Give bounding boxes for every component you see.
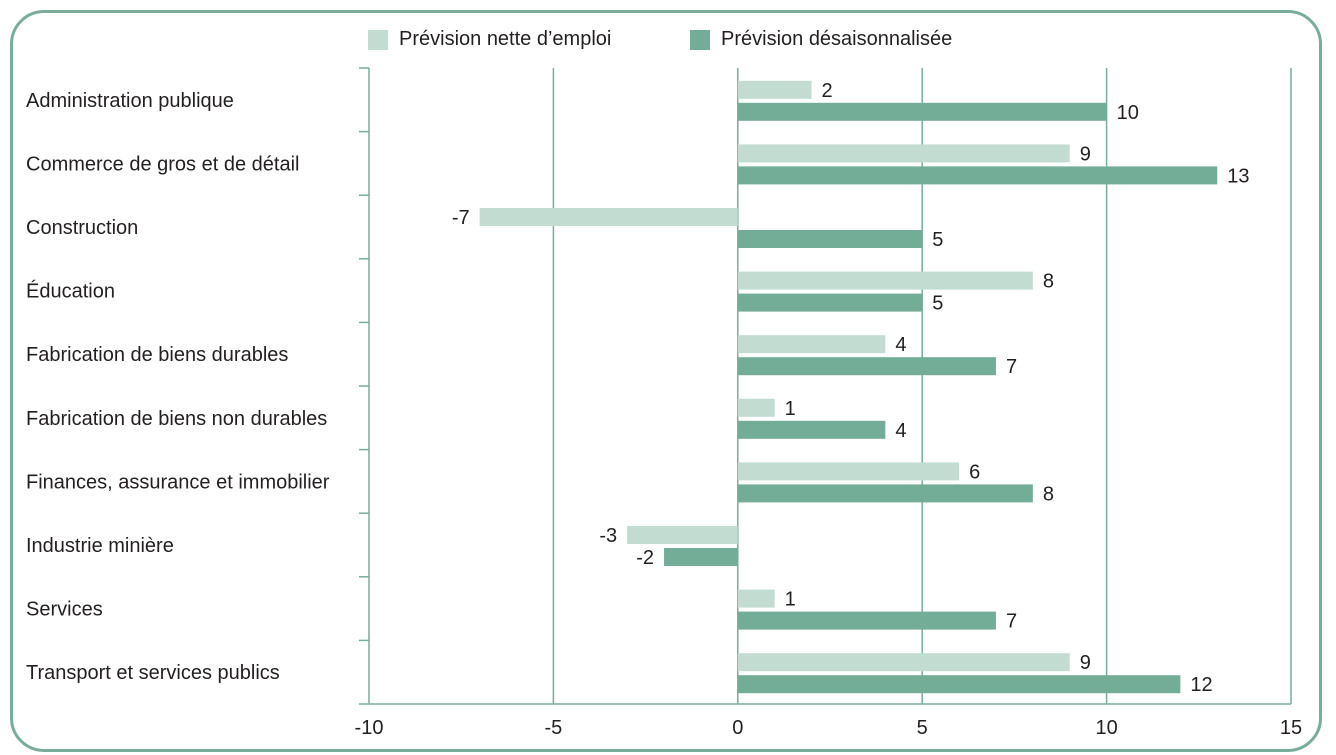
bar-prevision-nette-d-emploi-commerce-de-gros-et-de-detail (737, 144, 1070, 163)
bar-prevision-nette-d-emploi-education (737, 271, 1033, 290)
data-label-prevision-nette-d-emploi-finances-assurance-et-immobilier: 6 (969, 461, 980, 483)
data-label-prevision-desaisonnalisee-education: 5 (932, 293, 943, 315)
legend-label-prevision-nette: Prévision nette d’emploi (399, 28, 612, 50)
bar-prevision-desaisonnalisee-industrie-miniere (664, 548, 738, 566)
category-label-construction: Construction (26, 217, 138, 239)
data-label-prevision-nette-d-emploi-transport-et-services-publics: 9 (1080, 652, 1091, 674)
data-label-prevision-desaisonnalisee-administration-publique: 10 (1117, 102, 1139, 124)
bar-prevision-desaisonnalisee-transport-et-services-publics (737, 675, 1181, 694)
data-label-prevision-desaisonnalisee-industrie-miniere: -2 (636, 547, 654, 569)
bar-prevision-nette-d-emploi-administration-publique (737, 80, 812, 99)
data-label-prevision-nette-d-emploi-construction: -7 (452, 207, 470, 229)
legend-swatch-prevision-desaisonnalisee (690, 29, 710, 50)
legend-label-prevision-desaisonnalisee: Prévision désaisonnalisée (721, 28, 953, 50)
legend-swatch-prevision-nette (368, 29, 388, 50)
data-label-prevision-desaisonnalisee-construction: 5 (932, 229, 943, 251)
category-label-education: Éducation (26, 280, 115, 303)
legend-2: Prévision désaisonnalisée (690, 28, 952, 51)
data-label-prevision-desaisonnalisee-services: 7 (1006, 611, 1017, 633)
x-tick-label: 15 (1280, 717, 1302, 739)
category-label-fabrication-de-biens-non-durables: Fabrication de biens non durables (26, 408, 327, 430)
bar-prevision-nette-d-emploi-finances-assurance-et-immobilier (737, 462, 960, 481)
category-label-industrie-miniere: Industrie minière (26, 535, 174, 557)
data-label-prevision-nette-d-emploi-commerce-de-gros-et-de-detail: 9 (1080, 143, 1091, 165)
data-label-prevision-nette-d-emploi-fabrication-de-biens-non-durables: 1 (785, 398, 796, 420)
x-tick-label: -10 (355, 717, 384, 739)
category-label-services: Services (26, 599, 103, 621)
bar-prevision-desaisonnalisee-construction (737, 230, 923, 248)
bar-prevision-desaisonnalisee-fabrication-de-biens-non-durables (737, 420, 886, 439)
bar-prevision-nette-d-emploi-fabrication-de-biens-durables (737, 335, 886, 354)
legend: Prévision nette d’emploi (368, 28, 611, 51)
data-label-prevision-nette-d-emploi-services: 1 (785, 589, 796, 611)
data-label-prevision-nette-d-emploi-fabrication-de-biens-durables: 4 (895, 334, 906, 356)
data-label-prevision-nette-d-emploi-industrie-miniere: -3 (599, 525, 617, 547)
bar-prevision-desaisonnalisee-services (737, 611, 996, 630)
data-label-prevision-nette-d-emploi-administration-publique: 2 (822, 80, 833, 102)
category-label-administration-publique: Administration publique (26, 90, 234, 112)
x-tick-label: 5 (917, 717, 928, 739)
x-tick-label: 10 (1095, 717, 1117, 739)
bar-prevision-desaisonnalisee-finances-assurance-et-immobilier (737, 484, 1033, 503)
category-label-fabrication-de-biens-durables: Fabrication de biens durables (26, 344, 288, 366)
data-label-prevision-desaisonnalisee-fabrication-de-biens-non-durables: 4 (895, 420, 906, 442)
category-label-commerce-de-gros-et-de-detail: Commerce de gros et de détail (26, 153, 299, 175)
bar-prevision-desaisonnalisee-administration-publique (737, 102, 1107, 121)
bar-prevision-desaisonnalisee-fabrication-de-biens-durables (737, 357, 996, 376)
bar-prevision-desaisonnalisee-education (737, 293, 923, 312)
category-label-transport-et-services-publics: Transport et services publics (26, 662, 280, 684)
data-label-prevision-nette-d-emploi-education: 8 (1043, 271, 1054, 293)
bar-prevision-nette-d-emploi-services (737, 589, 775, 608)
chart-frame (10, 10, 1322, 752)
bar-prevision-nette-d-emploi-fabrication-de-biens-non-durables (737, 398, 775, 417)
data-label-prevision-desaisonnalisee-fabrication-de-biens-durables: 7 (1006, 356, 1017, 378)
bar-prevision-desaisonnalisee-commerce-de-gros-et-de-detail (737, 166, 1218, 185)
data-label-prevision-desaisonnalisee-transport-et-services-publics: 12 (1190, 674, 1212, 696)
data-label-prevision-desaisonnalisee-commerce-de-gros-et-de-detail: 13 (1227, 165, 1249, 187)
bar-prevision-nette-d-emploi-transport-et-services-publics (737, 653, 1070, 672)
data-label-prevision-desaisonnalisee-finances-assurance-et-immobilier: 8 (1043, 483, 1054, 505)
bar-prevision-nette-d-emploi-industrie-miniere (627, 526, 738, 544)
x-tick-label: -5 (545, 717, 563, 739)
category-label-finances-assurance-et-immobilier: Finances, assurance et immobilier (26, 471, 330, 493)
x-tick-label: 0 (732, 717, 743, 739)
bar-prevision-nette-d-emploi-construction (479, 208, 738, 226)
